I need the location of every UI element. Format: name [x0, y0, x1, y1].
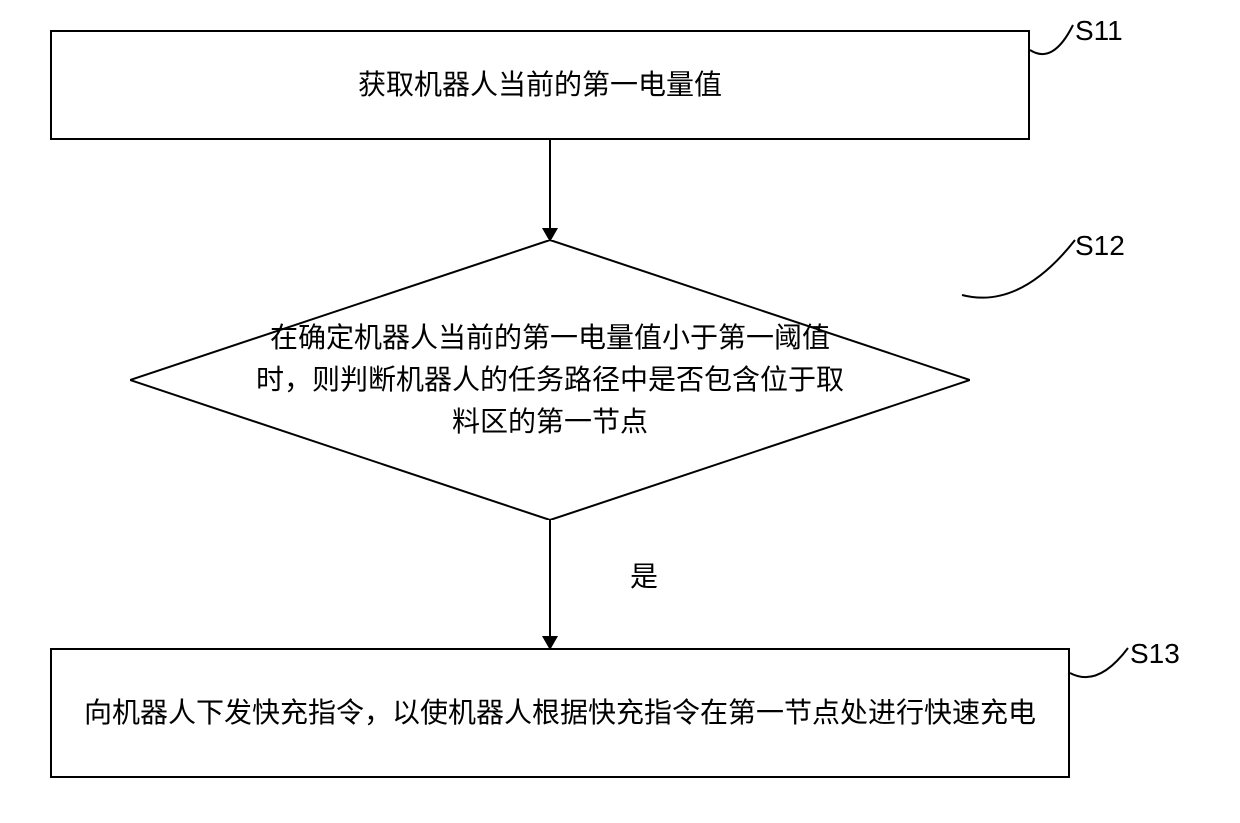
arrow-s12-s13	[549, 520, 551, 638]
connector-s11	[1028, 20, 1078, 70]
connector-s12	[960, 235, 1080, 300]
node-s13-text: 向机器人下发快充指令，以使机器人根据快充指令在第一节点处进行快速充电	[84, 692, 1036, 734]
node-s12-text: 在确定机器人当前的第一电量值小于第一阈值时，则判断机器人的任务路径中是否包含位于…	[256, 317, 844, 443]
node-s11: 获取机器人当前的第一电量值	[50, 30, 1030, 140]
flowchart-container: 获取机器人当前的第一电量值 S11 在确定机器人当前的第一电量值小于第一阈值时，…	[0, 0, 1240, 823]
node-s12: 在确定机器人当前的第一电量值小于第一阈值时，则判断机器人的任务路径中是否包含位于…	[130, 240, 970, 520]
edge-label-yes: 是	[630, 555, 658, 595]
node-s13: 向机器人下发快充指令，以使机器人根据快充指令在第一节点处进行快速充电	[50, 648, 1070, 778]
label-s13: S13	[1130, 638, 1180, 670]
connector-s13	[1068, 643, 1133, 693]
arrow-s11-s12	[549, 140, 551, 230]
label-s12: S12	[1075, 230, 1125, 262]
node-s11-text: 获取机器人当前的第一电量值	[358, 64, 722, 106]
label-s11: S11	[1075, 15, 1123, 47]
